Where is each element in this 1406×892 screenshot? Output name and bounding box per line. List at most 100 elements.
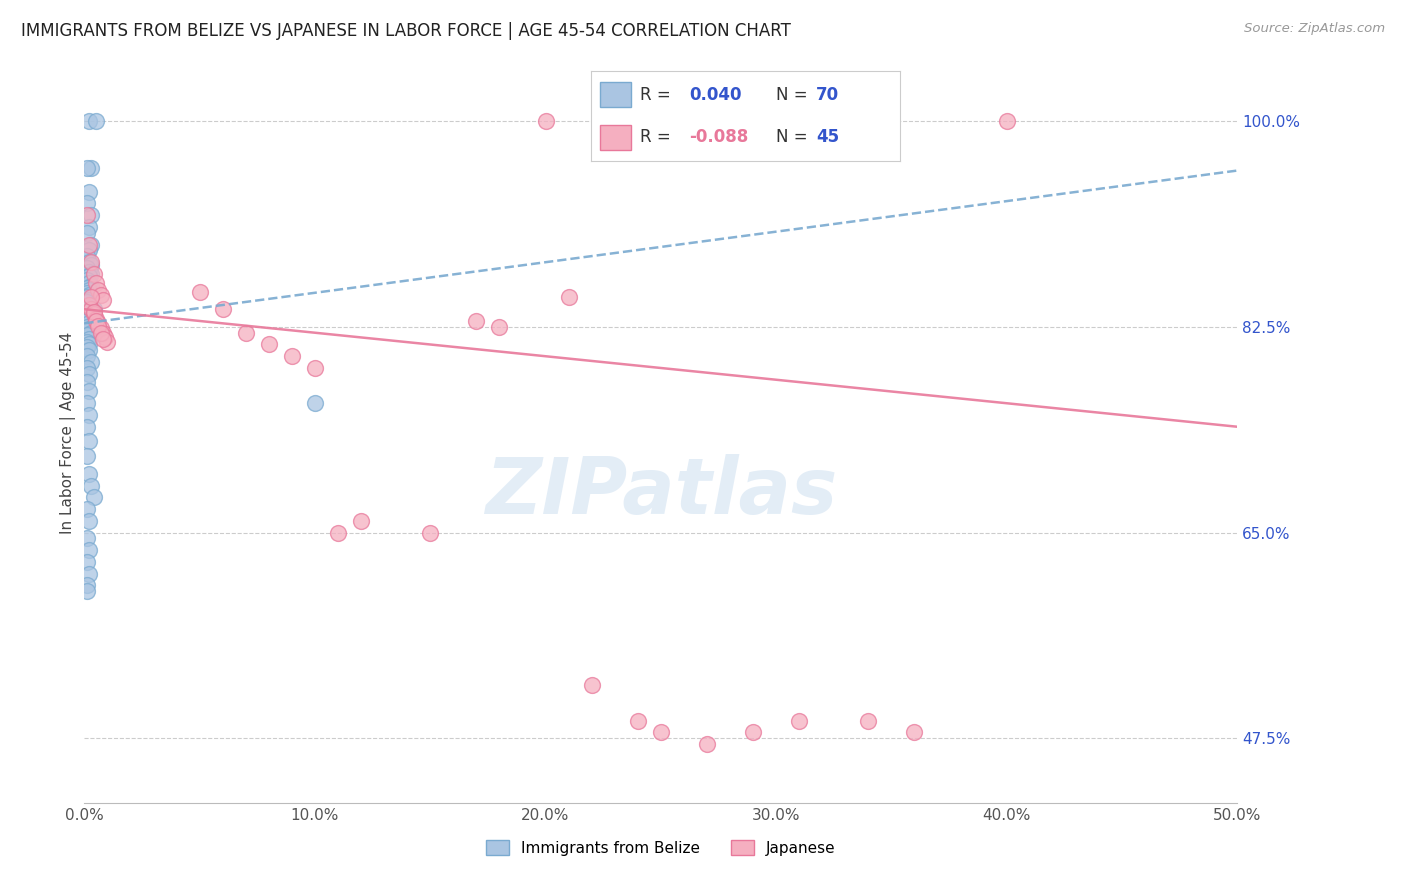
- Point: [995, 114, 1018, 128]
- Point: [83, 490, 105, 504]
- Point: [76, 584, 98, 599]
- Point: [77, 322, 100, 336]
- Point: [696, 737, 718, 751]
- Point: [76, 396, 98, 410]
- Point: [77, 332, 100, 346]
- Point: [89, 288, 111, 302]
- Point: [77, 265, 100, 279]
- Point: [77, 293, 100, 307]
- Text: 70: 70: [817, 86, 839, 103]
- Point: [76, 300, 98, 314]
- Point: [76, 310, 98, 324]
- Point: [76, 196, 98, 211]
- Y-axis label: In Labor Force | Age 45-54: In Labor Force | Age 45-54: [60, 332, 76, 533]
- Point: [76, 319, 98, 334]
- Point: [76, 335, 98, 350]
- Point: [83, 267, 105, 281]
- Point: [87, 284, 110, 298]
- Point: [76, 532, 98, 546]
- Point: [84, 277, 107, 291]
- Point: [80, 355, 103, 369]
- Point: [257, 337, 280, 351]
- Point: [77, 297, 100, 311]
- Point: [76, 578, 98, 592]
- Point: [76, 226, 98, 240]
- Point: [534, 114, 557, 128]
- Point: [76, 375, 98, 389]
- Point: [83, 304, 105, 318]
- Point: [80, 237, 103, 252]
- Point: [77, 408, 100, 422]
- Point: [77, 337, 100, 351]
- Point: [903, 725, 925, 739]
- Point: [304, 396, 326, 410]
- Point: [84, 314, 107, 328]
- Point: [76, 290, 98, 304]
- Point: [650, 725, 672, 739]
- Point: [89, 321, 111, 335]
- Point: [80, 267, 103, 281]
- Point: [77, 288, 100, 302]
- Point: [77, 514, 100, 528]
- Point: [211, 302, 233, 317]
- Point: [77, 255, 100, 269]
- Point: [77, 311, 100, 326]
- Point: [83, 302, 105, 317]
- Point: [77, 566, 100, 581]
- Point: [84, 114, 107, 128]
- Text: Source: ZipAtlas.com: Source: ZipAtlas.com: [1244, 22, 1385, 36]
- Point: [77, 219, 100, 234]
- Bar: [600, 125, 631, 150]
- Point: [350, 514, 373, 528]
- Point: [76, 419, 98, 434]
- Point: [76, 314, 98, 328]
- Point: [77, 316, 100, 330]
- Point: [76, 304, 98, 318]
- Text: ZIPatlas: ZIPatlas: [485, 454, 837, 530]
- Point: [91, 326, 114, 340]
- Point: [627, 714, 650, 728]
- Point: [77, 367, 100, 381]
- Point: [76, 361, 98, 376]
- Point: [80, 478, 103, 492]
- Point: [80, 326, 103, 340]
- Point: [96, 335, 118, 350]
- Point: [76, 261, 98, 276]
- Point: [80, 278, 103, 293]
- Point: [77, 384, 100, 399]
- Point: [77, 467, 100, 481]
- Point: [235, 326, 257, 340]
- Point: [80, 302, 103, 317]
- Point: [80, 290, 103, 304]
- Text: IMMIGRANTS FROM BELIZE VS JAPANESE IN LABOR FORCE | AGE 45-54 CORRELATION CHART: IMMIGRANTS FROM BELIZE VS JAPANESE IN LA…: [21, 22, 792, 40]
- Point: [419, 525, 441, 540]
- Point: [76, 295, 98, 310]
- Point: [77, 434, 100, 448]
- Legend: Immigrants from Belize, Japanese: Immigrants from Belize, Japanese: [479, 834, 842, 862]
- Text: R =: R =: [640, 128, 676, 146]
- Point: [77, 543, 100, 558]
- Point: [787, 714, 810, 728]
- Point: [84, 311, 107, 326]
- Point: [77, 302, 100, 317]
- Text: 45: 45: [817, 128, 839, 146]
- Point: [77, 297, 100, 311]
- Point: [76, 273, 98, 287]
- Point: [557, 290, 579, 304]
- Point: [76, 340, 98, 354]
- Point: [76, 161, 98, 176]
- Point: [465, 314, 488, 328]
- Point: [281, 349, 304, 363]
- Point: [76, 349, 98, 363]
- Point: [87, 318, 110, 333]
- Point: [76, 328, 98, 343]
- Point: [488, 319, 510, 334]
- Point: [80, 161, 103, 176]
- Point: [91, 332, 114, 346]
- Point: [77, 269, 100, 284]
- Text: N =: N =: [776, 86, 813, 103]
- Point: [742, 725, 765, 739]
- Point: [76, 208, 98, 222]
- Point: [304, 361, 326, 376]
- Point: [76, 449, 98, 463]
